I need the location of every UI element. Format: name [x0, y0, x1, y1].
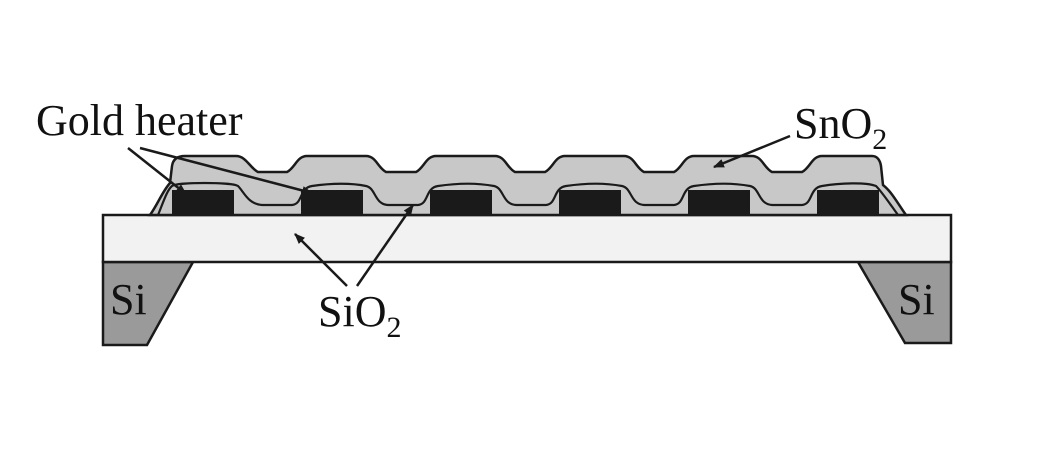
sio2-arrow-membrane	[294, 233, 348, 287]
sio2-arrow-cover	[355, 204, 415, 287]
gold-heater-4	[559, 190, 621, 215]
gold-heaters	[172, 190, 879, 215]
si-right-label: Si	[898, 275, 935, 324]
sio2-cover-layer	[156, 181, 899, 216]
si-left-label: Si	[110, 275, 147, 324]
sno2-label: SnO2	[794, 99, 887, 156]
gold-heater-3	[430, 190, 492, 215]
sio2-label-subscript: 2	[386, 311, 401, 344]
sno2-label-main: SnO	[794, 99, 872, 148]
gold-heater-1	[172, 190, 234, 215]
gold-heater-label: Gold heater	[36, 96, 243, 145]
sio2-membrane	[101, 213, 953, 264]
sno2-film	[147, 154, 909, 217]
gold-heater-6	[817, 190, 879, 215]
gold-heater-arrow-2	[139, 146, 314, 195]
gold-heater-5	[688, 190, 750, 215]
sio2-label-main: SiO	[318, 287, 386, 336]
sio2-label: SiO2	[318, 287, 401, 344]
gold-heater-arrow-1	[127, 147, 187, 195]
sno2-label-subscript: 2	[872, 123, 887, 156]
sno2-arrow	[712, 134, 791, 169]
